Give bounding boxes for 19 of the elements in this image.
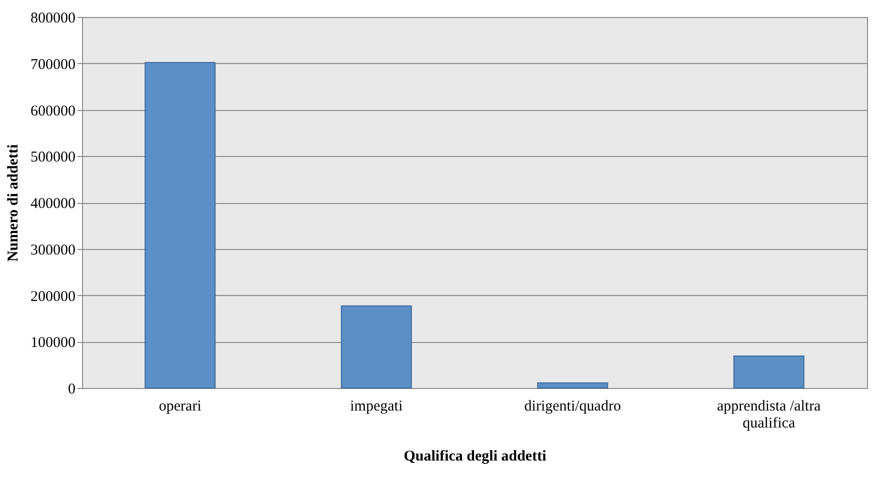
x-axis-title: Qualifica degli addetti: [404, 448, 546, 464]
y-tick-label: 400000: [30, 196, 76, 212]
y-tick-label: 500000: [30, 150, 76, 166]
bar: [340, 305, 412, 388]
x-tick-label: apprendista /altra qualifica: [717, 398, 822, 432]
x-tick-label: impegati: [350, 398, 403, 414]
y-axis-title: Numero di addetti: [6, 144, 22, 262]
x-tick-label: dirigenti/quadro: [524, 398, 621, 414]
x-tick-label: operari: [158, 398, 202, 414]
y-tick-label: 100000: [30, 335, 76, 352]
y-tick-label: 200000: [30, 288, 76, 305]
y-tick-label: 300000: [30, 242, 76, 258]
y-tick-label: 0: [68, 382, 76, 398]
bar: [144, 62, 216, 388]
y-tick-label: 800000: [30, 10, 76, 26]
y-tick-label: 600000: [30, 103, 76, 120]
bar: [537, 382, 608, 388]
bar: [733, 356, 804, 388]
y-tick-label: 700000: [30, 56, 76, 73]
